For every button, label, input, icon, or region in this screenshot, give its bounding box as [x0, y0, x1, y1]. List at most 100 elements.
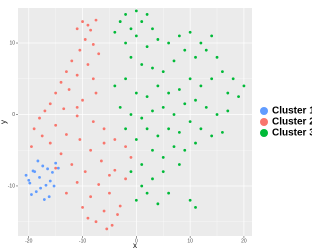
point	[75, 114, 79, 118]
point	[83, 170, 87, 174]
x-tick-label: -10	[79, 238, 86, 244]
point	[102, 141, 106, 145]
point	[167, 191, 171, 195]
point	[124, 77, 127, 81]
point	[194, 141, 197, 145]
point	[97, 52, 101, 56]
point	[124, 41, 127, 45]
point	[48, 102, 52, 106]
point	[81, 206, 84, 209]
point	[199, 84, 203, 88]
x-tick-label: -20	[25, 238, 32, 244]
point	[54, 91, 58, 95]
point	[86, 216, 90, 220]
point	[41, 164, 45, 168]
y-tick-label: 0	[12, 112, 15, 118]
point	[65, 191, 68, 195]
point	[140, 163, 144, 166]
legend-label: Cluster 1	[272, 106, 312, 117]
point	[134, 91, 138, 95]
point	[86, 23, 90, 27]
point	[116, 213, 119, 216]
point	[118, 20, 122, 23]
point	[204, 48, 208, 52]
point	[40, 134, 44, 138]
point	[124, 145, 127, 149]
point	[194, 55, 197, 59]
point	[75, 27, 79, 31]
point	[36, 159, 40, 163]
point	[129, 27, 133, 31]
point	[194, 98, 197, 102]
point	[172, 145, 176, 149]
point	[226, 91, 230, 95]
point	[75, 105, 79, 109]
point	[210, 77, 214, 81]
point	[221, 70, 224, 74]
point	[89, 195, 93, 199]
point	[81, 98, 84, 102]
point	[118, 105, 122, 109]
point	[140, 184, 144, 188]
x-axis-title: x	[133, 241, 137, 250]
point	[59, 152, 63, 156]
point	[215, 55, 219, 59]
point	[42, 198, 46, 201]
point	[86, 63, 90, 66]
x-tick-label: 0	[135, 238, 138, 244]
point	[97, 183, 101, 186]
legend-label: Cluster 3	[272, 128, 312, 139]
point	[78, 48, 82, 52]
point	[27, 178, 31, 182]
point	[161, 170, 165, 174]
point	[134, 34, 138, 38]
point	[65, 133, 68, 136]
point	[59, 80, 63, 84]
point	[124, 13, 127, 16]
point	[134, 138, 138, 141]
point	[30, 145, 33, 149]
point	[32, 127, 36, 131]
point	[140, 20, 144, 23]
point	[110, 223, 114, 227]
point	[134, 198, 138, 202]
point	[172, 113, 176, 116]
point	[102, 127, 106, 131]
point	[156, 84, 160, 88]
point	[156, 202, 160, 206]
point	[231, 77, 235, 81]
point	[145, 127, 149, 131]
point	[188, 198, 192, 202]
point	[54, 166, 58, 170]
point	[91, 120, 95, 124]
point	[151, 66, 154, 70]
point	[204, 105, 208, 109]
x-tick-label: 10	[187, 238, 193, 244]
point	[43, 109, 47, 113]
point	[91, 77, 95, 81]
point	[151, 148, 154, 152]
point	[199, 41, 203, 45]
point	[28, 181, 32, 185]
point	[161, 105, 165, 109]
point	[156, 38, 160, 41]
point	[210, 34, 214, 38]
point	[83, 38, 87, 41]
point	[188, 30, 192, 34]
point	[161, 70, 165, 74]
legend-marker	[260, 118, 268, 126]
point	[89, 28, 93, 32]
point	[199, 127, 203, 131]
point	[129, 113, 133, 116]
point	[75, 180, 79, 184]
point	[51, 170, 54, 174]
point	[108, 191, 111, 195]
point	[145, 95, 149, 99]
point	[56, 166, 60, 170]
point	[129, 155, 133, 159]
point	[167, 91, 171, 95]
point	[81, 20, 84, 23]
y-tick-label: -10	[8, 183, 15, 189]
point	[167, 41, 171, 45]
